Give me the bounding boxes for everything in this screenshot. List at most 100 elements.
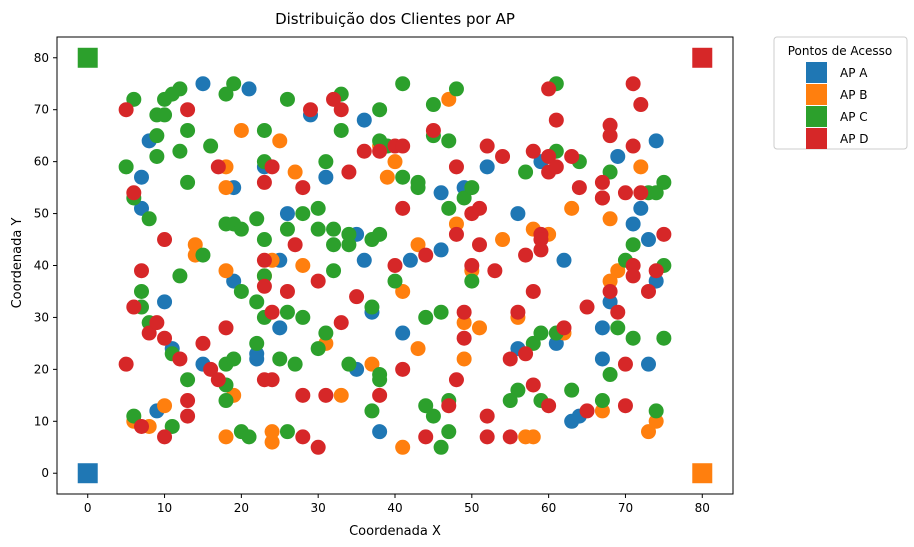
client-point bbox=[326, 263, 342, 279]
client-point bbox=[525, 335, 541, 351]
client-point bbox=[395, 76, 411, 92]
client-point bbox=[625, 258, 641, 273]
client-point bbox=[249, 294, 265, 310]
client-point bbox=[456, 315, 472, 331]
client-point bbox=[218, 86, 234, 102]
client-point bbox=[418, 429, 434, 445]
client-point bbox=[418, 398, 434, 414]
x-tick-label: 60 bbox=[541, 501, 556, 515]
client-point bbox=[395, 325, 411, 341]
client-point bbox=[326, 237, 342, 253]
client-point bbox=[249, 346, 265, 362]
client-point bbox=[233, 122, 249, 138]
series-ap-b bbox=[126, 91, 664, 455]
client-point bbox=[602, 367, 618, 383]
client-point bbox=[141, 325, 157, 341]
client-point bbox=[333, 102, 349, 118]
client-point bbox=[541, 81, 557, 97]
client-point bbox=[464, 273, 480, 289]
client-point bbox=[456, 190, 472, 206]
client-point bbox=[410, 341, 426, 357]
access-point-marker bbox=[692, 47, 713, 68]
client-point bbox=[364, 356, 380, 372]
client-point bbox=[456, 330, 472, 346]
client-point bbox=[226, 76, 242, 92]
client-point bbox=[641, 283, 656, 299]
y-tick-label: 0 bbox=[41, 466, 49, 480]
client-point bbox=[349, 289, 365, 305]
client-point bbox=[648, 133, 664, 149]
client-point bbox=[510, 206, 526, 222]
client-point bbox=[287, 237, 303, 253]
client-point bbox=[456, 351, 472, 367]
client-point bbox=[479, 429, 495, 445]
client-point bbox=[610, 263, 626, 279]
client-point bbox=[126, 185, 142, 201]
client-point bbox=[118, 102, 134, 118]
client-point bbox=[134, 418, 149, 434]
y-tick-label: 30 bbox=[34, 310, 49, 324]
x-tick-label: 30 bbox=[311, 501, 326, 515]
client-point bbox=[180, 372, 196, 388]
client-point bbox=[472, 237, 487, 253]
client-point bbox=[610, 320, 626, 336]
client-point bbox=[456, 304, 472, 320]
client-point bbox=[448, 372, 464, 388]
client-point bbox=[310, 273, 326, 289]
client-point bbox=[372, 143, 388, 159]
access-point-marker bbox=[692, 463, 713, 484]
client-point bbox=[256, 278, 272, 294]
client-point bbox=[594, 174, 610, 190]
client-point bbox=[633, 97, 649, 113]
client-point bbox=[448, 216, 464, 232]
client-point bbox=[433, 304, 449, 320]
client-point bbox=[141, 211, 157, 227]
client-point bbox=[195, 335, 211, 351]
client-point bbox=[395, 361, 411, 377]
client-point bbox=[318, 325, 334, 341]
client-point bbox=[295, 429, 311, 445]
client-point bbox=[625, 138, 641, 154]
client-point bbox=[602, 117, 618, 133]
client-point bbox=[149, 128, 165, 144]
client-point bbox=[249, 211, 265, 227]
client-point bbox=[195, 247, 211, 263]
access-point-marker bbox=[77, 463, 98, 484]
client-point bbox=[425, 122, 441, 138]
client-point bbox=[602, 164, 618, 180]
x-tick-label: 50 bbox=[464, 501, 479, 515]
client-point bbox=[441, 91, 457, 107]
client-point bbox=[180, 122, 196, 138]
x-tick-label: 80 bbox=[695, 501, 710, 515]
client-point bbox=[656, 330, 672, 346]
client-point bbox=[210, 372, 226, 388]
client-point bbox=[134, 169, 149, 185]
client-point bbox=[418, 309, 434, 325]
client-point bbox=[134, 263, 149, 279]
client-point bbox=[157, 294, 173, 310]
client-point bbox=[564, 200, 580, 216]
client-point bbox=[625, 268, 641, 284]
x-tick-label: 70 bbox=[618, 501, 633, 515]
client-point bbox=[134, 283, 149, 299]
client-point bbox=[279, 91, 295, 107]
client-point bbox=[602, 128, 618, 144]
client-point bbox=[310, 341, 326, 357]
y-tick-label: 10 bbox=[34, 414, 49, 428]
client-point bbox=[272, 133, 288, 149]
client-point bbox=[249, 335, 265, 351]
client-point bbox=[533, 242, 549, 258]
client-point bbox=[356, 112, 372, 128]
client-point bbox=[395, 439, 411, 455]
access-point-marker bbox=[77, 47, 98, 68]
client-point bbox=[356, 252, 372, 268]
client-point bbox=[410, 237, 426, 253]
client-point bbox=[256, 232, 272, 248]
client-point bbox=[164, 86, 180, 102]
client-point bbox=[218, 320, 234, 336]
legend-label: AP A bbox=[840, 66, 868, 80]
client-point bbox=[333, 122, 349, 138]
client-point bbox=[279, 221, 295, 237]
client-point bbox=[372, 102, 388, 118]
client-point bbox=[157, 330, 173, 346]
